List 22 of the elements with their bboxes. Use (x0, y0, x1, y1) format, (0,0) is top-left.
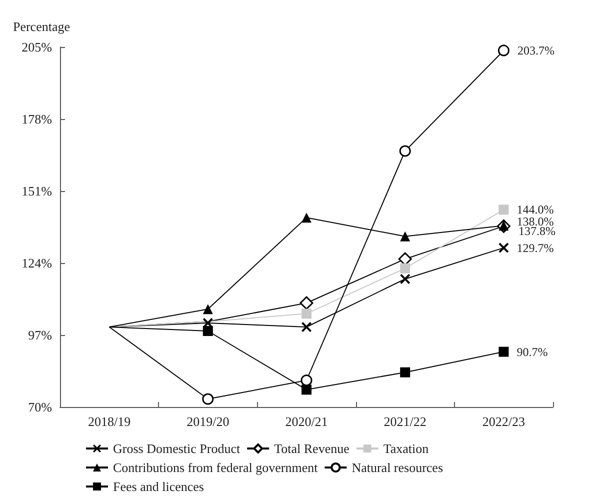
x-tick-label: 2018/19 (88, 414, 131, 429)
legend-label: Fees and licences (113, 479, 204, 494)
legend-label: Gross Domestic Product (113, 441, 240, 456)
data-label: 129.7% (516, 240, 554, 255)
y-tick-label: 70% (28, 400, 52, 414)
y-tick-label: 124% (22, 256, 52, 270)
x-tick-label: 2022/23 (482, 414, 526, 429)
y-tick-label: 205% (22, 40, 52, 54)
x-tick-label: 2020/21 (285, 414, 328, 429)
y-axis-title: Percentage (12, 19, 70, 34)
x-tick-label: 2021/22 (384, 414, 426, 429)
y-tick-label: 178% (22, 112, 52, 126)
data-label: 144.0% (516, 202, 554, 217)
legend-label: Natural resources (352, 460, 444, 475)
y-tick-label: 151% (22, 184, 52, 198)
y-tick-label: 97% (28, 328, 52, 342)
legend-label: Contributions from federal government (113, 460, 318, 475)
legend-label: Total Revenue (274, 441, 350, 456)
data-label: 90.7% (516, 344, 548, 359)
data-label: 203.7% (517, 43, 554, 58)
legend-label: Taxation (383, 441, 430, 456)
x-tick-label: 2019/20 (186, 414, 230, 429)
